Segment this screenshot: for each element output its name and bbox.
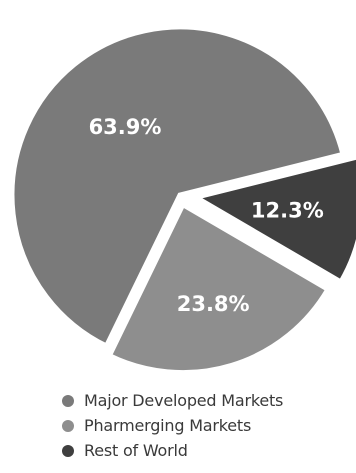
legend-label: Major Developed Markets [84,391,284,410]
label-major-developed-markets: 63.9% [89,115,162,139]
chart-legend: Major Developed Markets Pharmerging Mark… [62,388,283,463]
slice-pharmerging-markets [106,201,332,376]
legend-swatch-rest-of-world [62,444,74,457]
pie-data-labels: 63.9% 23.8% 12.3% [89,115,324,316]
legend-item-major-developed-markets: Major Developed Markets [62,388,283,413]
slice-rest-of-world [189,154,356,286]
pie-slices [9,24,356,376]
legend-swatch-pharmerging-markets [62,419,74,432]
label-rest-of-world: 12.3% [251,198,324,222]
pie-chart: 63.9% 23.8% 12.3% [9,24,356,376]
label-pharmerging-markets: 23.8% [177,292,250,316]
legend-item-pharmerging-markets: Pharmerging Markets [62,413,283,438]
legend-label: Rest of World [84,441,188,460]
legend-swatch-major-developed-markets [62,394,74,407]
legend-item-rest-of-world: Rest of World [62,438,283,463]
slice-major-developed-markets [9,24,347,350]
legend-label: Pharmerging Markets [84,416,252,435]
